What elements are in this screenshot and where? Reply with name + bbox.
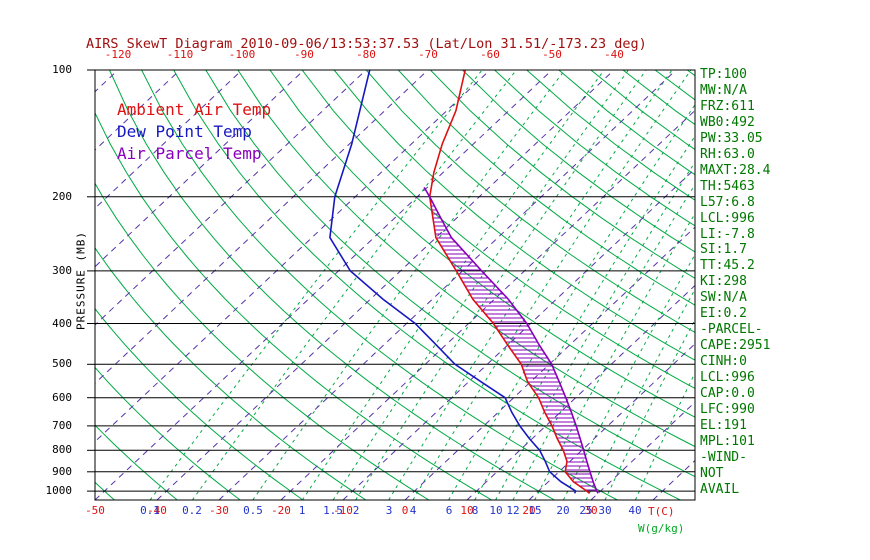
top-temp-label: -50 xyxy=(542,48,562,61)
stat-line: EL:191 xyxy=(700,417,747,433)
top-temp-label: -120 xyxy=(104,48,132,61)
pressure-tick-label: 800 xyxy=(52,443,72,456)
stat-line: MPL:101 xyxy=(700,433,755,449)
mixing-ratio-label: 15 xyxy=(528,504,542,517)
stat-line: TP:100 xyxy=(700,67,747,82)
stat-line: LCL:996 xyxy=(700,210,755,226)
mixing-ratio-label: 12 xyxy=(506,504,520,517)
pressure-tick-label: 500 xyxy=(52,357,72,370)
mixing-ratio-label: 10 xyxy=(489,504,503,517)
mixing-ratio-label: 2 xyxy=(352,504,360,517)
bottom-temp-label: -20 xyxy=(271,504,291,517)
mixing-ratio-label: 0.5 xyxy=(243,504,263,517)
pressure-tick-label: 200 xyxy=(52,190,72,203)
mixing-ratio-label: 8 xyxy=(471,504,479,517)
mixing-ratio-label: 1 xyxy=(298,504,306,517)
temp-unit-label: T(C) xyxy=(648,505,675,518)
stat-line: LI:-7.8 xyxy=(700,226,755,242)
stat-line: TH:5463 xyxy=(700,178,755,194)
legend-air-parcel-temp: Air Parcel Temp xyxy=(117,144,262,163)
pressure-tick-label: 900 xyxy=(52,465,72,478)
mixing-ratio-label: 25 xyxy=(579,504,593,517)
top-temp-label: -100 xyxy=(228,48,256,61)
mixing-ratio-label: 6 xyxy=(445,504,453,517)
stat-line: WB0:492 xyxy=(700,114,755,130)
stat-line: RH:63.0 xyxy=(700,146,755,162)
mixing-ratio-label: 3 xyxy=(385,504,393,517)
bottom-temp-label: -10 xyxy=(333,504,353,517)
top-temp-label: -40 xyxy=(604,48,624,61)
stat-line: CINH:0 xyxy=(700,354,747,370)
mixing-ratio-label: 30 xyxy=(598,504,612,517)
stat-line: MW:N/A xyxy=(700,82,747,98)
stat-line: NOT xyxy=(700,465,724,481)
top-temp-label: -110 xyxy=(166,48,194,61)
chart-title: AIRS SkewT Diagram 2010-09-06/13:53:37.5… xyxy=(86,36,647,52)
bottom-temp-label: 30 xyxy=(584,504,598,517)
pressure-tick-label: 600 xyxy=(52,391,72,404)
ambient-air-temp-curve xyxy=(428,70,591,494)
stat-line: KI:298 xyxy=(700,274,747,290)
stat-line: MAXT:28.4 xyxy=(700,162,771,178)
top-temp-label: -90 xyxy=(294,48,314,61)
cape-hatch-area xyxy=(424,187,597,492)
mixing-ratio-label: 20 xyxy=(556,504,570,517)
pressure-tick-label: 700 xyxy=(52,419,72,432)
stats-panel: TP:100 MW:N/A FRZ:611 WB0:492 PW:33.05 RH:63.… xyxy=(700,67,770,498)
stat-line: PW:33.05 xyxy=(700,130,763,146)
mixing-ratio-label: 1.5 xyxy=(323,504,343,517)
stat-line: SI:1.7 xyxy=(700,242,747,258)
stat-line: FRZ:611 xyxy=(700,98,755,114)
top-temp-label: -70 xyxy=(418,48,438,61)
pressure-tick-label: 400 xyxy=(52,317,72,330)
bottom-temp-label: -30 xyxy=(209,504,229,517)
stat-line: -WIND- xyxy=(700,449,747,465)
mixing-unit-label: W(g/kg) xyxy=(638,522,685,535)
isotherms xyxy=(95,70,695,500)
bottom-temp-label: 0 xyxy=(401,504,409,517)
mixing-ratio-label: 4 xyxy=(409,504,417,517)
stat-line: TT:45.2 xyxy=(700,258,755,274)
stat-line: -PARCEL- xyxy=(700,322,763,338)
top-temp-label: -60 xyxy=(480,48,500,61)
dew-point-temp-curve xyxy=(329,70,577,494)
chart-legend: Ambient Air Temp Dew Point Temp Air Parc… xyxy=(117,99,271,165)
stat-line: LFC:990 xyxy=(700,402,755,418)
air-parcel-temp-curve xyxy=(423,186,599,494)
bottom-temp-label: 20 xyxy=(522,504,536,517)
stat-line: L57:6.8 xyxy=(700,194,755,210)
stat-line: AVAIL xyxy=(700,481,740,497)
bottom-temp-label: 10 xyxy=(460,504,474,517)
stat-line: CAPE:2951 xyxy=(700,338,771,354)
pressure-tick-label: 300 xyxy=(52,264,72,277)
pressure-tick-label: 1000 xyxy=(45,484,73,497)
top-temp-label: -80 xyxy=(356,48,376,61)
mixing-ratio-label: 40 xyxy=(628,504,642,517)
pressure-axis-title: PRESSURE (MB) xyxy=(74,230,88,331)
stat-line: CAP:0.0 xyxy=(700,386,755,402)
stat-line: LCL:996 xyxy=(700,370,755,386)
stat-line: EI:0.2 xyxy=(700,306,747,322)
legend-ambient-air-temp: Ambient Air Temp xyxy=(117,100,272,119)
bottom-temp-label: -40 xyxy=(147,504,167,517)
plot-border xyxy=(94,69,696,501)
legend-dew-point-temp: Dew Point Temp xyxy=(117,122,252,141)
pressure-tick-label: 100 xyxy=(52,63,72,76)
bottom-temp-label: -50 xyxy=(85,504,105,517)
mixing-ratio-label: 0.2 xyxy=(182,504,202,517)
mixing-ratio-label: 0.1 xyxy=(140,504,160,517)
stat-line: SW:N/A xyxy=(700,290,747,306)
